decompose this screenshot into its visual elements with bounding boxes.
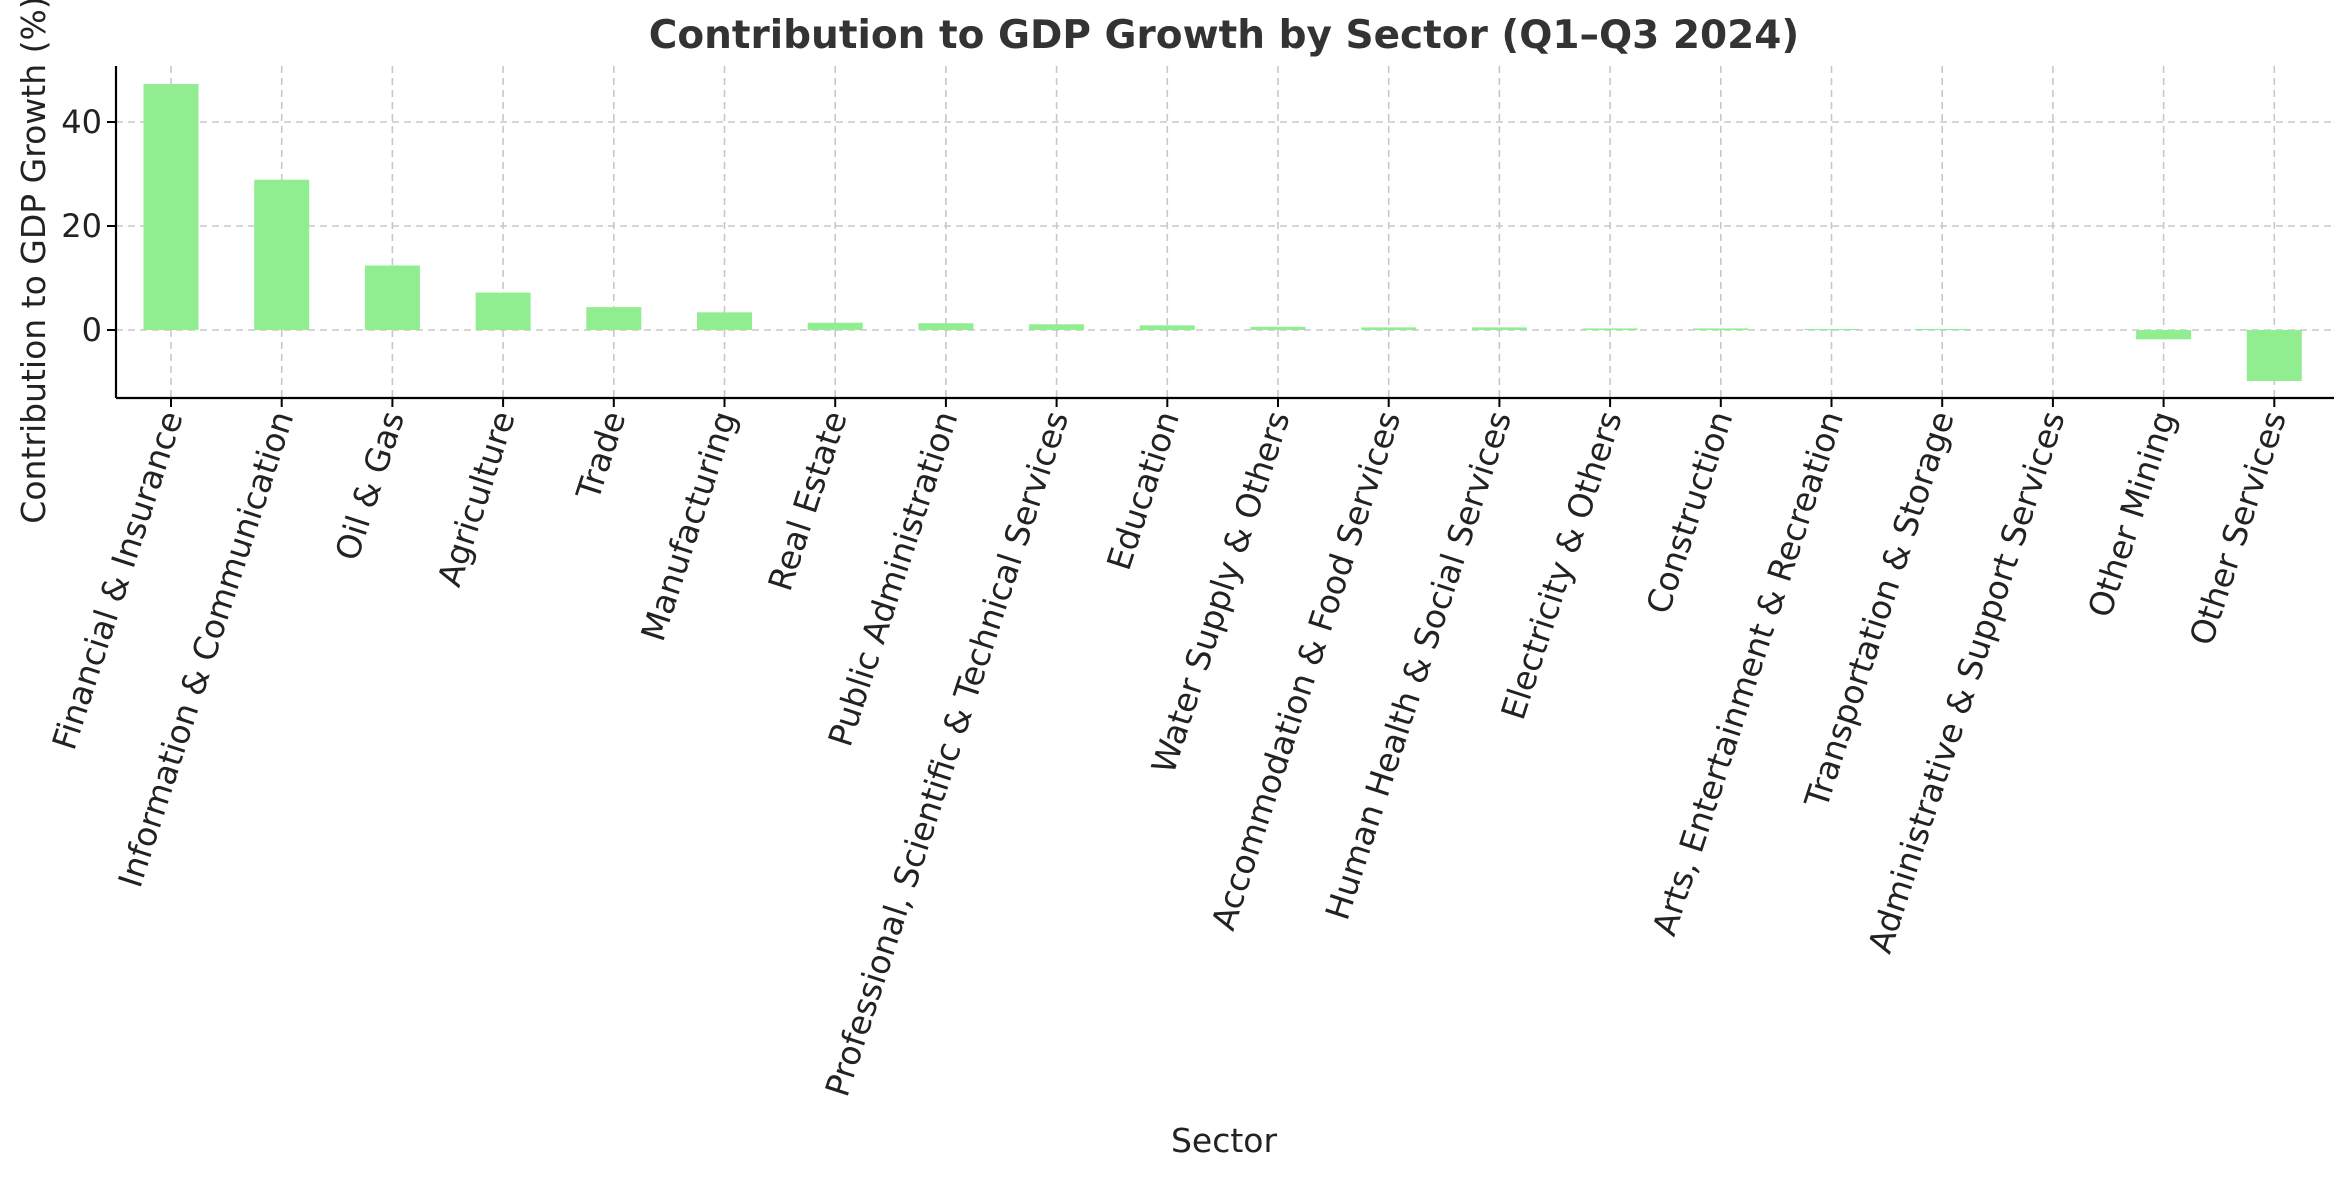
x-tick-label: Administrative & Support Services xyxy=(1860,406,2072,957)
y-tick-label: 0 xyxy=(82,311,102,349)
x-tick-label: Other Services xyxy=(2182,406,2294,649)
bar xyxy=(1139,325,1195,330)
y-tick-label: 40 xyxy=(61,103,102,141)
x-tick-label: Real Estate xyxy=(760,406,855,595)
bars xyxy=(143,84,2302,381)
y-tick-label: 20 xyxy=(61,207,102,245)
x-tick-label: Professional, Scientific & Technical Ser… xyxy=(817,406,1076,1101)
x-tick-label: Electricity & Others xyxy=(1493,406,1629,724)
axes xyxy=(107,66,2334,407)
chart-title: Contribution to GDP Growth by Sector (Q1… xyxy=(649,13,1800,58)
bar xyxy=(1471,327,1527,330)
x-tick-label: Other Mining xyxy=(2080,406,2183,621)
bar xyxy=(1914,328,1970,330)
x-tick-label: Arts, Entertainment & Recreation xyxy=(1645,406,1852,940)
x-tick-label: Education xyxy=(1099,406,1187,574)
bar xyxy=(586,307,642,330)
bar xyxy=(1250,326,1306,330)
x-tick-label: Oil & Gas xyxy=(327,406,412,565)
bar xyxy=(1582,328,1638,330)
bar xyxy=(2246,330,2302,381)
bar xyxy=(475,292,531,330)
x-tick-label: Agriculture xyxy=(430,406,523,591)
y-axis-label: Contribution to GDP Growth (%) xyxy=(14,0,53,524)
x-tick-label: Construction xyxy=(1638,406,1740,618)
bar xyxy=(1804,328,1859,330)
bar xyxy=(2136,330,2192,340)
bar xyxy=(807,322,863,330)
bar xyxy=(697,312,752,330)
bar xyxy=(143,84,199,330)
gridlines xyxy=(116,66,2334,398)
bar xyxy=(254,179,310,330)
bar xyxy=(1361,327,1417,330)
x-tick-label: Manufacturing xyxy=(633,406,744,645)
x-axis-label: Sector xyxy=(1171,1121,1278,1160)
bar xyxy=(1693,328,1749,330)
bar xyxy=(1029,324,1085,330)
bar xyxy=(918,323,974,330)
bar xyxy=(364,265,420,330)
x-tick-label: Trade xyxy=(568,406,633,505)
